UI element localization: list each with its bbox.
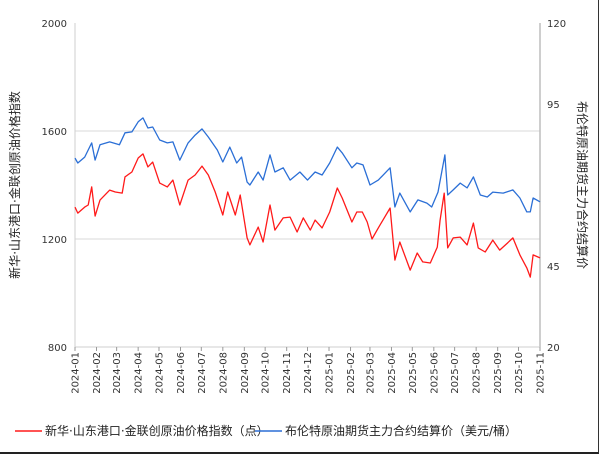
legend-label-index: 新华·山东港口·金联创原油价格指数（点） (45, 423, 269, 438)
axes: 800 1200 1600 2000 20 45 95 120 2024-01 2024-02 20… (42, 19, 567, 394)
x-tick-label: 2025-09 (493, 352, 504, 394)
x-tick-label: 2024-02 (92, 352, 103, 394)
left-axis-title: 新华·山东港口·金联创原油价格指数 (7, 91, 22, 279)
x-tick-label: 2025-10 (514, 352, 525, 394)
x-tick-label: 2024-09 (240, 352, 251, 394)
right-tick-label: 20 (547, 343, 560, 354)
x-tick-label: 2024-10 (261, 352, 272, 394)
x-tick-label: 2024-11 (282, 352, 293, 394)
x-tick-label: 2025-06 (429, 352, 440, 394)
x-tick-label: 2025-08 (472, 352, 483, 394)
legend-label-brent: 布伦特原油期货主力合约结算价（美元/桶） (285, 423, 517, 438)
right-tick-label: 120 (547, 19, 566, 30)
crude-index-line (74, 153, 541, 278)
x-tick-label: 2024-05 (154, 352, 165, 394)
x-tick-label: 2025-02 (346, 352, 357, 394)
left-tick-label: 2000 (42, 19, 67, 30)
x-tick-label: 2025-03 (365, 352, 376, 394)
left-tick-label: 800 (48, 343, 67, 354)
right-tick-label: 95 (547, 100, 560, 111)
x-tick-label: 2024-06 (176, 352, 187, 394)
x-tick-label: 2024-12 (303, 352, 314, 394)
x-tick-label: 2025-07 (450, 352, 461, 394)
left-tick-label: 1600 (42, 127, 67, 138)
x-tick-label: 2024-03 (112, 352, 123, 394)
x-tick-label: 2025-04 (387, 352, 398, 394)
x-tick-label: 2024-08 (218, 352, 229, 394)
x-tick-label: 2025-11 (536, 352, 547, 394)
x-tick-label: 2025-01 (325, 352, 336, 394)
right-axis-title: 布伦特原油期货主力合约结算价 (575, 101, 590, 269)
series-lines (74, 117, 541, 278)
right-tick-label: 45 (547, 262, 560, 273)
x-tick-label: 2025-05 (408, 352, 419, 394)
x-tick-label: 2024-07 (197, 352, 208, 394)
x-tick-label: 2024-01 (71, 352, 82, 394)
gridlines (75, 130, 540, 240)
legend: 新华·山东港口·金联创原油价格指数（点） 布伦特原油期货主力合约结算价（美元/桶… (15, 423, 517, 438)
brent-price-line (74, 117, 541, 213)
left-tick-label: 1200 (42, 235, 67, 246)
x-tick-label: 2024-04 (134, 352, 145, 394)
